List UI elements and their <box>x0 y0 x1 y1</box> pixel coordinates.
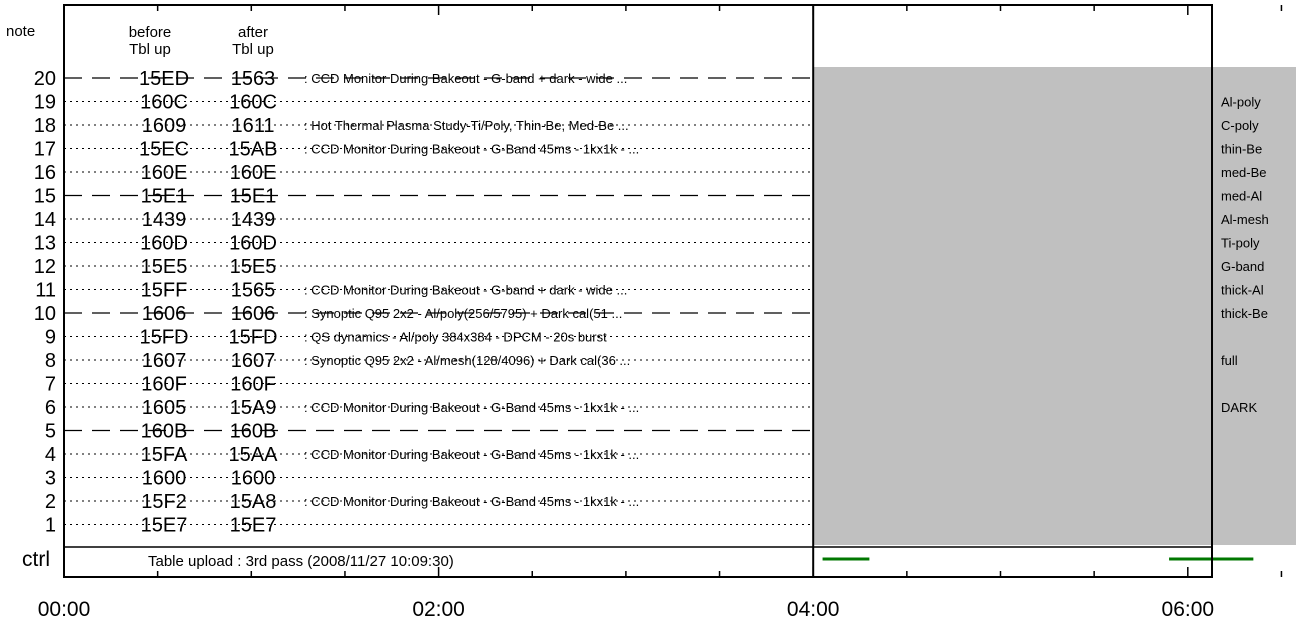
after-code: 1611 <box>231 115 274 137</box>
row-description: : Hot Thermal Plasma Study-Ti/Poly, Thin… <box>304 118 629 133</box>
before-code: 15FF <box>141 280 188 302</box>
header-after-line1: after <box>238 24 268 41</box>
row-right-label: thick-Al <box>1221 283 1264 298</box>
row-number: 16 <box>34 162 56 184</box>
row-number: 9 <box>45 327 56 349</box>
row-description: : CCD Monitor During Bakeout - G-Band 45… <box>304 494 639 509</box>
x-tick-label: 06:00 <box>1162 598 1215 621</box>
before-code: 15E5 <box>141 256 188 278</box>
row-number: 5 <box>45 421 56 443</box>
before-code: 160B <box>141 421 188 443</box>
before-code: 15EC <box>139 139 189 161</box>
after-code: 1439 <box>231 209 276 231</box>
row-description: : Synoptic Q95 2x2 - Al/poly(256/5795) +… <box>304 306 622 321</box>
x-tick-label: 02:00 <box>412 598 465 621</box>
row-number: 13 <box>34 233 56 255</box>
row-number: 17 <box>34 139 56 161</box>
after-code: 160B <box>230 421 277 443</box>
row-number: 18 <box>34 115 56 137</box>
row-description: : CCD Monitor During Bakeout - G-Band 45… <box>304 447 639 462</box>
row-labels: 20 15ED 1563: CCD Monitor During Bakeout -… <box>34 68 1269 537</box>
before-code: 1609 <box>142 115 187 137</box>
after-code: 15A8 <box>230 491 277 513</box>
header-before-line2: Tbl up <box>129 41 171 58</box>
row-number: 7 <box>45 374 56 396</box>
before-code: 160F <box>141 374 187 396</box>
row-right-label: Al-poly <box>1221 95 1261 110</box>
row-right-label: med-Al <box>1221 189 1262 204</box>
row-number: 8 <box>45 350 56 372</box>
before-code: 15E7 <box>141 515 188 537</box>
header-after-line2: Tbl up <box>232 41 274 58</box>
plot-border <box>63 4 1213 578</box>
before-code: 15FA <box>141 444 188 466</box>
before-code: 15FD <box>140 327 189 349</box>
elapsed-shading <box>813 67 1296 545</box>
row-number: 15 <box>34 186 56 208</box>
row-number: 4 <box>45 444 56 466</box>
row-number: 10 <box>34 303 56 325</box>
after-code: 15E7 <box>230 515 277 537</box>
row-number: 12 <box>34 256 56 278</box>
after-code: 160C <box>229 92 277 114</box>
row-description: : CCD Monitor During Bakeout - G-band + … <box>304 283 627 298</box>
before-code: 15ED <box>139 68 189 90</box>
after-code: 15E5 <box>230 256 277 278</box>
before-code: 1605 <box>142 397 187 419</box>
row-right-label: med-Be <box>1221 165 1267 180</box>
row-right-label: C-poly <box>1221 118 1259 133</box>
after-code: 15AA <box>229 444 279 466</box>
after-code: 15FD <box>229 327 278 349</box>
after-code: 1563 <box>231 68 276 90</box>
upload-note: Table upload : 3rd pass (2008/11/27 10:0… <box>148 553 454 570</box>
before-code: 1439 <box>142 209 187 231</box>
row-number: 20 <box>34 68 56 90</box>
after-code: 160E <box>230 162 277 184</box>
row-right-label: full <box>1221 353 1238 368</box>
after-code: 160F <box>230 374 276 396</box>
row-number: 19 <box>34 92 56 114</box>
row-description: : CCD Monitor During Bakeout - G-Band 45… <box>304 142 639 157</box>
before-code: 160D <box>140 233 188 255</box>
row-right-label: G-band <box>1221 259 1264 274</box>
row-right-label: Ti-poly <box>1221 236 1260 251</box>
row-number: 2 <box>45 491 56 513</box>
header-note: note <box>6 23 35 40</box>
row-right-label: DARK <box>1221 400 1257 415</box>
row-right-label: Al-mesh <box>1221 212 1269 227</box>
row-description: : Synoptic Q95 2x2 - Al/mesh(128/4096) +… <box>304 353 630 368</box>
header-ctrl: ctrl <box>22 548 50 571</box>
row-number: 11 <box>35 280 56 302</box>
after-code: 15A9 <box>230 397 277 419</box>
after-code: 1606 <box>231 303 276 325</box>
before-code: 1607 <box>142 350 187 372</box>
before-code: 1600 <box>142 468 187 490</box>
after-code: 1600 <box>231 468 276 490</box>
row-number: 14 <box>34 209 56 231</box>
before-code: 1606 <box>142 303 187 325</box>
before-code: 160E <box>141 162 188 184</box>
row-number: 6 <box>45 397 56 419</box>
row-description: : QS dynamics - Al/poly 384x384 - DPCM -… <box>304 330 607 345</box>
before-code: 160C <box>140 92 188 114</box>
row-number: 1 <box>45 515 56 537</box>
elapsed-shade-area <box>813 67 1296 545</box>
row-right-label: thin-Be <box>1221 142 1262 157</box>
header-before-line1: before <box>129 24 172 41</box>
before-code: 15F2 <box>141 491 187 513</box>
row-number: 3 <box>45 468 56 490</box>
after-code: 15E1 <box>230 186 277 208</box>
after-code: 1607 <box>231 350 276 372</box>
row-description: : CCD Monitor During Bakeout - G-band + … <box>304 71 627 86</box>
x-tick-label: 00:00 <box>38 598 91 621</box>
after-code: 160D <box>229 233 277 255</box>
x-tick-label: 04:00 <box>787 598 840 621</box>
before-code: 15E1 <box>141 186 188 208</box>
row-description: : CCD Monitor During Bakeout - G-Band 45… <box>304 400 639 415</box>
after-code: 15AB <box>229 139 278 161</box>
after-code: 1565 <box>231 280 276 302</box>
row-right-label: thick-Be <box>1221 306 1268 321</box>
